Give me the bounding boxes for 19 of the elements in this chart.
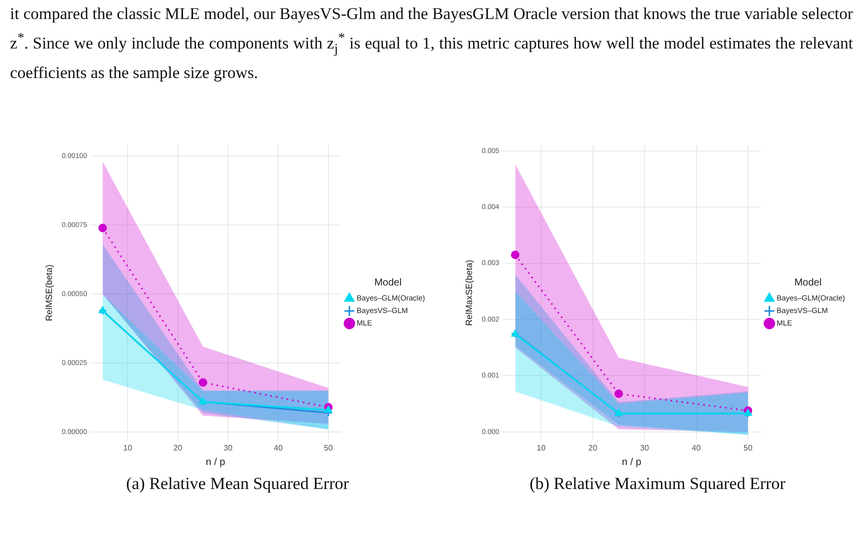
legend-title: Model bbox=[794, 278, 822, 288]
x-tick-label: 20 bbox=[173, 443, 183, 452]
x-tick-label: 10 bbox=[536, 443, 546, 452]
x-tick-label: 20 bbox=[588, 443, 598, 452]
x-tick-label: 40 bbox=[692, 443, 702, 452]
x-axis-title: n / p bbox=[206, 456, 226, 468]
x-tick-label: 50 bbox=[744, 443, 753, 452]
legend-title: Model bbox=[374, 278, 402, 288]
text: (b) Relative Maximum Squared Error bbox=[528, 474, 786, 494]
x-tick-label: 50 bbox=[324, 443, 334, 452]
text: (a) Relative Mean Squared Error bbox=[125, 474, 350, 494]
x-axis-title: n / p bbox=[622, 456, 642, 468]
x-tick-label: 10 bbox=[123, 443, 133, 452]
y-axis-title: RelMaxSE(beta) bbox=[464, 260, 474, 326]
x-tick-label: 40 bbox=[274, 443, 284, 452]
text: it compared the classic MLE model, our BayesVS-Glm and the BayesGLM Oracle version that knows the true variable selector z$^{*}$. Since we only include the components with z$_{j}$$^{*}$ is equal to 1, this metric captures how well the model estimates the relevant coefficients as the sample size grows. bbox=[10, 4, 853, 82]
x-tick-label: 30 bbox=[640, 443, 650, 452]
x-tick-label: 30 bbox=[224, 443, 234, 452]
y-axis-title: RelMSE(beta) bbox=[44, 264, 54, 322]
